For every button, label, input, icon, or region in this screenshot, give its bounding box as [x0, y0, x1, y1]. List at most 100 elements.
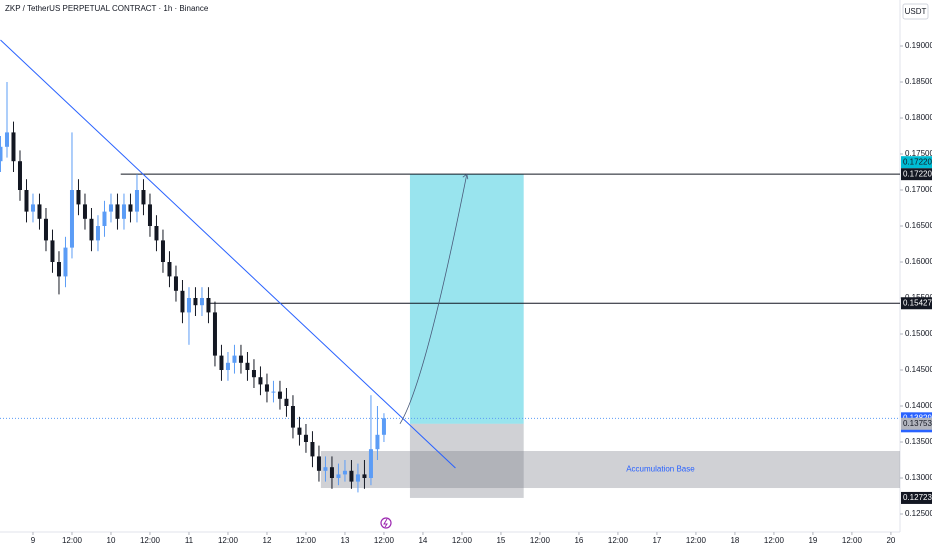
x-tick-label: 12:00 [62, 536, 83, 545]
candle-body [284, 398, 289, 407]
candle-body [128, 204, 133, 212]
x-tick-label: 12:00 [296, 536, 317, 545]
candle-body [82, 204, 87, 219]
candle-body [76, 190, 81, 205]
x-tick-label: 17 [652, 536, 661, 545]
entry-tag [901, 417, 932, 430]
candle-body [0, 146, 3, 162]
x-tick-label: 20 [886, 536, 895, 545]
candle-body [303, 434, 308, 443]
candle-body [69, 190, 74, 248]
y-tick-label: 0.14500 [905, 365, 932, 374]
candle-body [381, 418, 386, 435]
x-tick-label: 12:00 [530, 536, 551, 545]
candle-body [349, 470, 354, 482]
trendline [0, 39, 456, 469]
x-tick-label: 18 [730, 536, 739, 545]
accumulation-zone [320, 451, 900, 489]
candle-body [141, 190, 146, 205]
candle-body [336, 474, 341, 479]
candle-body [147, 204, 152, 227]
chart-title: ZKP / TetherUS PERPETUAL CONTRACT · 1h ·… [5, 4, 209, 13]
candle-body [258, 377, 263, 385]
x-tick-label: 10 [107, 536, 116, 545]
candle-body [245, 362, 250, 371]
candle-body [121, 204, 126, 219]
y-tick-label: 0.17500 [905, 149, 932, 158]
candle-body [297, 427, 302, 435]
stop-label: 0.12723 [903, 493, 932, 502]
candle-body [4, 132, 9, 147]
x-tick-label: 12:00 [764, 536, 785, 545]
x-tick-label: 16 [574, 536, 583, 545]
y-tick-label: 0.13000 [905, 473, 932, 482]
currency: USDT [905, 7, 927, 16]
candle-body [17, 161, 22, 191]
candle-body [355, 474, 360, 482]
candle-body [362, 474, 367, 479]
stop-tag [901, 491, 932, 504]
x-tick-label: 12:00 [374, 536, 395, 545]
candle-body [115, 204, 120, 219]
target-tag [901, 156, 932, 169]
candle-body [56, 262, 61, 277]
candle-body [316, 456, 321, 471]
candle-body [160, 240, 165, 263]
level-label: 0.15427 [903, 298, 932, 307]
x-tick-label: 12:00 [452, 536, 473, 545]
candle-body [323, 467, 328, 471]
candle-body [232, 355, 237, 363]
candle-body [375, 434, 380, 450]
alert-icon[interactable] [380, 517, 392, 529]
candle-body [251, 370, 256, 378]
y-tick-label: 0.12500 [905, 509, 932, 518]
target-zone [409, 174, 524, 424]
x-tick-label: 9 [31, 536, 36, 545]
candle-body [342, 470, 347, 475]
y-tick-label: 0.17000 [905, 185, 932, 194]
candle-body [206, 298, 211, 313]
candle-body [108, 204, 113, 212]
candle-body [277, 391, 282, 399]
x-tick-label: 13 [341, 536, 350, 545]
candle-body [63, 247, 68, 277]
candle-body [37, 204, 42, 219]
level-label: 0.17220 [903, 169, 932, 178]
level-tag [901, 297, 932, 310]
candle-body [212, 312, 217, 356]
x-tick-label: 12:00 [140, 536, 161, 545]
x-tick-label: 14 [418, 536, 427, 545]
arrow-head [462, 173, 469, 180]
projection-arrow [399, 174, 468, 424]
y-tick-label: 0.18500 [905, 77, 932, 86]
x-tick-label: 12:00 [608, 536, 629, 545]
y-tick-label: 0.13500 [905, 437, 932, 446]
candle-body [30, 204, 35, 212]
stop-zone [409, 423, 524, 498]
x-tick-label: 11 [185, 536, 194, 545]
candle-body [11, 132, 16, 162]
entry-label: 0.13753 [903, 419, 932, 428]
candle-body [199, 298, 204, 306]
candle-body [219, 355, 224, 371]
x-tick-label: 12:00 [686, 536, 707, 545]
currency-box[interactable] [902, 3, 929, 20]
x-tick-label: 15 [496, 536, 505, 545]
candle-body [186, 298, 191, 313]
y-tick-label: 0.18000 [905, 113, 932, 122]
candle-body [264, 384, 269, 392]
y-tick-label: 0.19000 [905, 41, 932, 50]
candle-body [102, 211, 107, 227]
level-tag [901, 168, 932, 181]
x-tick-label: 12:00 [218, 536, 239, 545]
candle-body [167, 262, 172, 277]
y-tick-label: 0.16000 [905, 257, 932, 266]
candle-body [134, 190, 139, 212]
candle-body [310, 442, 315, 457]
candle-body [180, 290, 185, 313]
candle-body [225, 362, 230, 371]
candle-body [271, 391, 276, 393]
zone-label: Accumulation Base [626, 465, 695, 474]
y-tick-label: 0.16500 [905, 221, 932, 230]
